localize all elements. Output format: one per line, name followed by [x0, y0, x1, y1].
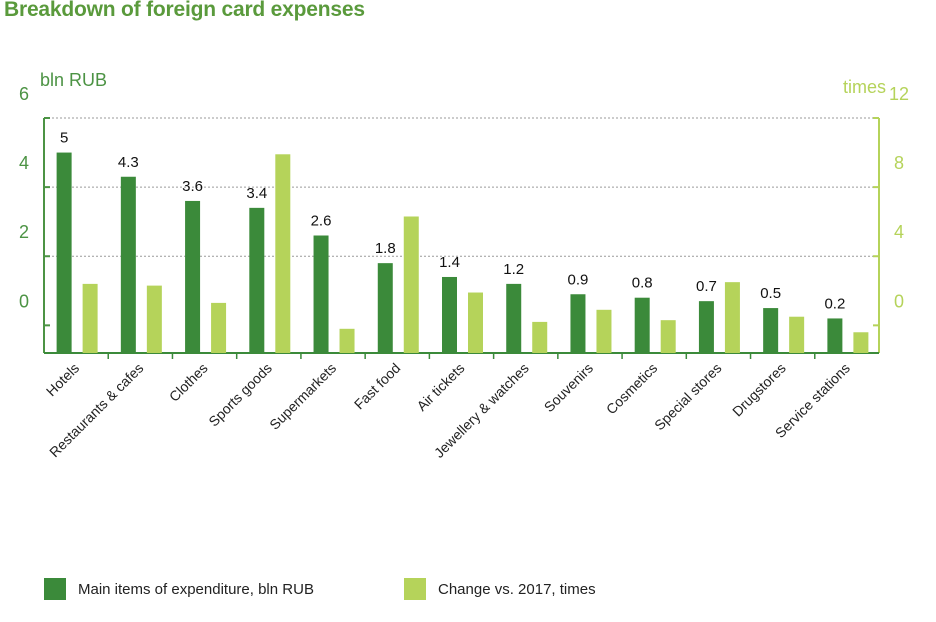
bar-main: [185, 200, 201, 353]
data-label-main: 0.7: [696, 278, 717, 295]
x-tick-label: Fast food: [351, 360, 404, 413]
x-tick-label: Special stores: [651, 360, 724, 433]
bar-main: [120, 176, 136, 353]
legend-label-main: Main items of expenditure, bln RUB: [78, 580, 314, 598]
y-left-tick-label: 6: [19, 84, 29, 104]
bar-change: [275, 154, 291, 353]
bar-main: [442, 276, 457, 353]
x-tick-label: Drugstores: [729, 360, 789, 420]
x-tick-label: Souvenirs: [541, 360, 596, 415]
y-right-tick-label: 8: [894, 153, 904, 173]
legend-item-change: Change vs. 2017, times: [404, 578, 596, 600]
bar-main: [634, 297, 650, 353]
data-label-main: 3.6: [182, 178, 203, 195]
y-right-tick-label: 0: [894, 291, 904, 311]
x-tick-label: Supermarkets: [266, 360, 339, 433]
bar-change: [403, 216, 419, 353]
bar-change: [724, 282, 740, 353]
bar-change: [789, 316, 805, 353]
x-tick-label: Hotels: [43, 360, 82, 399]
bar-main: [827, 318, 843, 353]
bar-main: [377, 263, 393, 353]
x-tick-label: Sports goods: [205, 360, 275, 430]
data-label-main: 1.4: [439, 254, 460, 271]
chart-title: Breakdown of foreign card expenses: [4, 0, 365, 21]
legend-item-main: Main items of expenditure, bln RUB: [44, 578, 314, 600]
bar-change: [468, 292, 483, 353]
data-label-main: 0.9: [568, 271, 589, 288]
bar-main: [698, 301, 714, 353]
legend-swatch-change: [404, 578, 426, 600]
bar-main: [506, 283, 522, 353]
bar-main: [763, 308, 779, 353]
y-left-axis-label: bln RUB: [40, 70, 107, 90]
y-right-axis-label: times: [843, 77, 886, 97]
bar-main: [249, 207, 265, 353]
bar-change: [532, 321, 548, 353]
bar-main: [313, 235, 329, 353]
data-label-main: 0.5: [760, 285, 781, 302]
legend-label-change: Change vs. 2017, times: [438, 580, 596, 598]
data-label-main: 0.2: [824, 295, 845, 312]
data-label-main: 3.4: [246, 185, 267, 202]
x-tick-label: Air tickets: [413, 360, 467, 414]
y-left-tick-label: 4: [19, 153, 29, 173]
bar-change: [660, 320, 676, 353]
bar-change: [82, 283, 98, 353]
y-right-tick-label: 12: [889, 84, 909, 104]
x-tick-label: Cosmetics: [603, 360, 661, 418]
data-label-main: 4.3: [118, 154, 139, 171]
x-tick-label: Clothes: [166, 360, 211, 405]
y-left-tick-label: 2: [19, 222, 29, 242]
bar-change: [339, 328, 355, 353]
bar-change: [596, 309, 612, 353]
bar-change: [146, 285, 162, 353]
y-right-tick-label: 4: [894, 222, 904, 242]
data-label-main: 1.8: [375, 240, 396, 257]
bar-change: [211, 302, 227, 353]
data-label-main: 0.8: [632, 275, 653, 292]
data-label-main: 1.2: [503, 261, 524, 278]
bar-main: [56, 152, 72, 353]
legend-swatch-main: [44, 578, 66, 600]
bar-main: [570, 294, 586, 353]
bar-change: [853, 332, 869, 353]
y-left-tick-label: 0: [19, 291, 29, 311]
data-label-main: 5: [60, 130, 68, 147]
data-label-main: 2.6: [311, 213, 332, 230]
